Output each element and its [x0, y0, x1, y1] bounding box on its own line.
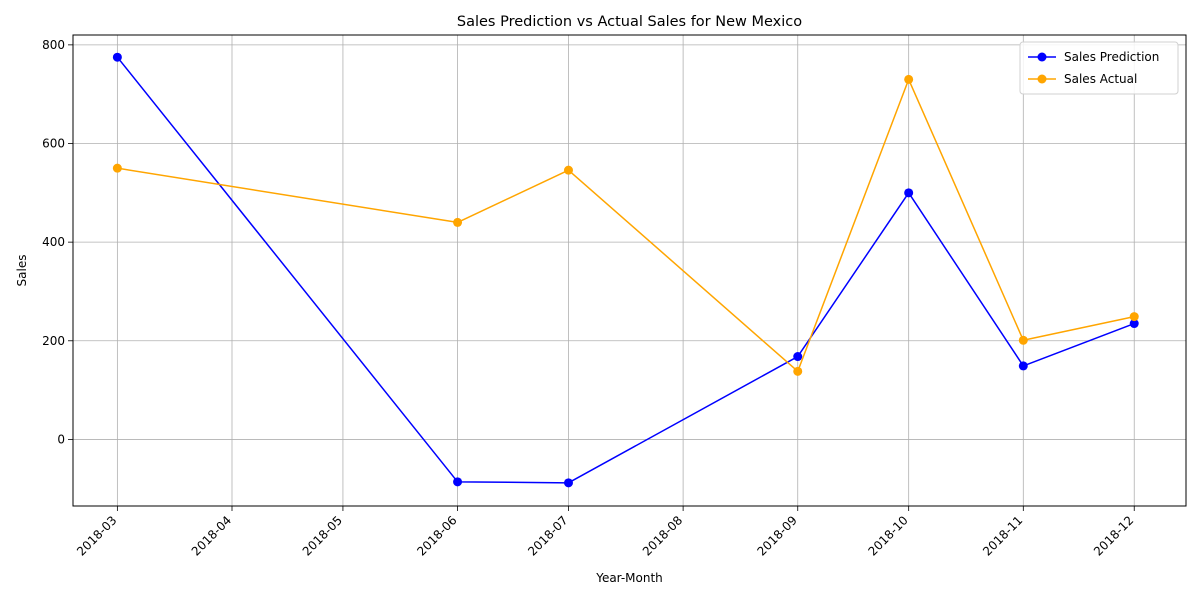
data-point	[563, 165, 573, 175]
data-point	[112, 52, 122, 62]
legend-label: Sales Actual	[1064, 72, 1137, 86]
y-tick-label: 200	[42, 334, 65, 348]
x-tick-label: 2018-07	[525, 513, 570, 558]
y-tick-label: 800	[42, 38, 65, 52]
legend-box	[1019, 41, 1179, 95]
x-tick-label: 2018-12	[1091, 513, 1136, 558]
legend-label: Sales Prediction	[1064, 50, 1159, 64]
x-tick-label: 2018-08	[640, 513, 685, 558]
x-tick-label: 2018-03	[74, 513, 119, 558]
legend: Sales Prediction Sales Actual	[1019, 41, 1179, 95]
grid-lines	[73, 35, 1186, 506]
data-point	[904, 74, 914, 84]
x-tick-label: 2018-09	[755, 513, 800, 558]
data-point	[1018, 361, 1028, 371]
data-point	[1129, 312, 1139, 322]
data-point	[793, 352, 803, 362]
series-actual	[112, 74, 1139, 376]
y-tick-label: 0	[57, 432, 65, 446]
data-point	[1129, 319, 1139, 329]
series-line	[117, 78, 1135, 373]
x-axis-title: Year-Month	[595, 571, 663, 585]
series-line	[116, 56, 1135, 484]
series-layer	[112, 52, 1139, 488]
legend-marker	[1037, 52, 1047, 62]
legend-item: Sales Prediction	[1028, 50, 1159, 64]
x-tick-label: 2018-06	[414, 513, 459, 558]
data-point	[453, 217, 463, 227]
data-point	[563, 478, 573, 488]
data-point	[793, 366, 803, 376]
series-prediction	[112, 52, 1139, 488]
data-point	[112, 163, 122, 173]
x-tick-label: 2018-11	[980, 513, 1025, 558]
data-point	[453, 477, 463, 487]
chart-title: Sales Prediction vs Actual Sales for New…	[457, 14, 802, 30]
axis-ticks: 0 200 400 600 800 2018-03 2018-04 2018-05 2018-0…	[42, 38, 1136, 559]
y-tick-label: 600	[42, 137, 65, 151]
x-tick-label: 2018-10	[865, 513, 910, 558]
y-axis-title: Sales	[15, 255, 29, 287]
legend-item: Sales Actual	[1028, 72, 1137, 86]
legend-marker	[1037, 74, 1047, 84]
data-point	[904, 188, 914, 198]
plot-frame	[72, 34, 1187, 507]
x-tick-label: 2018-05	[300, 513, 345, 558]
data-point	[1018, 335, 1028, 345]
y-tick-label: 400	[42, 235, 65, 249]
x-tick-label: 2018-04	[189, 513, 234, 558]
